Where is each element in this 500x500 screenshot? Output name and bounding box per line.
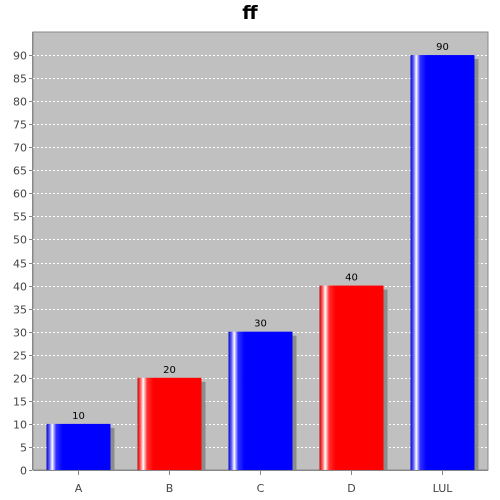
bar-lul [410,55,475,470]
y-tick-label: 80 [13,96,27,109]
x-tick-label: B [166,482,174,495]
y-tick-label: 75 [13,119,27,132]
y-tick-label: 10 [13,419,27,432]
y-tick-label: 60 [13,188,27,201]
data-label: 10 [72,411,85,422]
y-tick-label: 90 [13,50,27,63]
y-tick-label: 0 [20,465,27,478]
data-label: 90 [436,42,449,53]
data-label: 40 [345,273,358,284]
y-tick-label: 85 [13,73,27,86]
y-axis: 0 5 10 15 20 25 30 35 40 45 50 55 60 65 70 75 80 85 90 [13,32,33,478]
y-tick-label: 30 [13,327,27,340]
bar-a [46,423,111,470]
x-axis: A B C D LUL [33,470,488,495]
x-tick-label: A [75,482,83,495]
y-tick-label: 25 [13,350,27,363]
bar-b [137,377,202,470]
data-label: 30 [254,319,267,330]
y-tick-label: 45 [13,258,27,271]
bar-c [228,331,293,470]
y-tick-label: 65 [13,165,27,178]
x-tick-label: D [347,482,355,495]
x-tick-label: C [257,482,265,495]
y-tick-label: 15 [13,396,27,409]
y-tick-label: 5 [20,442,27,455]
y-tick-label: 20 [13,373,27,386]
chart-title: ff [242,2,258,24]
bar-d [319,285,384,470]
bars: 10 20 30 40 90 [46,42,479,470]
y-tick-label: 40 [13,281,27,294]
y-tick-label: 35 [13,304,27,317]
x-tick-label: LUL [433,482,454,495]
y-tick-label: 70 [13,142,27,155]
y-tick-label: 55 [13,211,27,224]
y-tick-label: 50 [13,234,27,247]
data-label: 20 [163,365,176,376]
